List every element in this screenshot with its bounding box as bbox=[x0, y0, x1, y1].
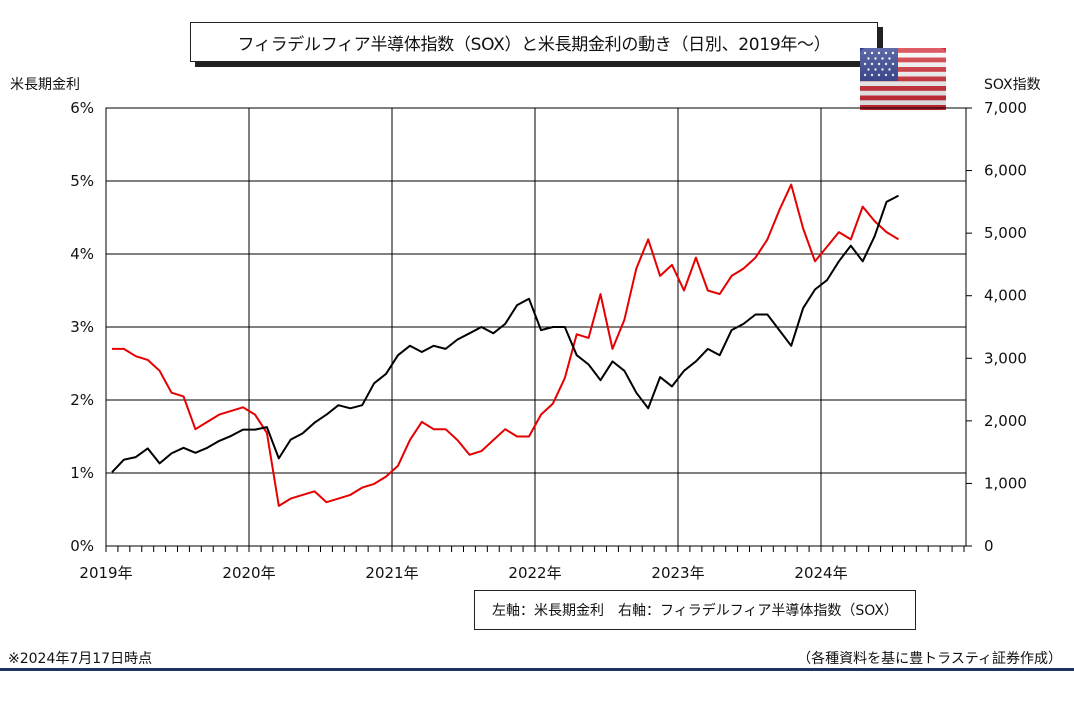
right-tick-label: 6,000 bbox=[984, 162, 1027, 180]
left-tick-label: 3% bbox=[70, 318, 94, 336]
x-tick-label: 2021年 bbox=[365, 564, 418, 582]
date-note: ※2024年7月17日時点 bbox=[8, 651, 153, 667]
left-tick-label: 5% bbox=[70, 172, 94, 190]
series-line-sox bbox=[111, 194, 899, 473]
left-tick-label: 1% bbox=[70, 464, 94, 482]
left-axis-title: 米長期金利 bbox=[10, 77, 80, 93]
legend-right-axis: 右軸：フィラデルフィア半導体指数（SOX） bbox=[617, 603, 899, 619]
us-flag-icon bbox=[860, 48, 946, 110]
right-axis-title: SOX指数 bbox=[984, 77, 1041, 93]
bottom-divider bbox=[0, 668, 1074, 671]
right-tick-label: 2,000 bbox=[984, 412, 1027, 430]
left-tick-label: 4% bbox=[70, 245, 94, 263]
right-tick-label: 3,000 bbox=[984, 349, 1027, 367]
right-tick-label: 7,000 bbox=[984, 99, 1027, 117]
right-tick-label: 0 bbox=[984, 537, 994, 555]
x-tick-label: 2024年 bbox=[794, 564, 847, 582]
x-tick-label: 2023年 bbox=[651, 564, 704, 582]
legend: 左軸：米長期金利 右軸：フィラデルフィア半導体指数（SOX） bbox=[474, 590, 916, 630]
plot-frame bbox=[105, 107, 967, 547]
right-tick-label: 4,000 bbox=[984, 287, 1027, 305]
x-tick-label: 2019年 bbox=[79, 564, 132, 582]
x-tick-label: 2020年 bbox=[222, 564, 275, 582]
left-tick-label: 2% bbox=[70, 391, 94, 409]
x-tick-label: 2022年 bbox=[508, 564, 561, 582]
chart-title: フィラデルフィア半導体指数（SOX）と米長期金利の動き（日別、2019年～） bbox=[190, 22, 878, 62]
source-note: （各種資料を基に豊トラスティ証券作成） bbox=[797, 651, 1062, 667]
series-line-us-rate bbox=[112, 183, 900, 507]
right-tick-label: 5,000 bbox=[984, 224, 1027, 242]
right-tick-label: 1,000 bbox=[984, 474, 1027, 492]
legend-left-axis: 左軸：米長期金利 bbox=[491, 603, 604, 619]
left-tick-label: 6% bbox=[70, 99, 94, 117]
left-tick-label: 0% bbox=[70, 537, 94, 555]
